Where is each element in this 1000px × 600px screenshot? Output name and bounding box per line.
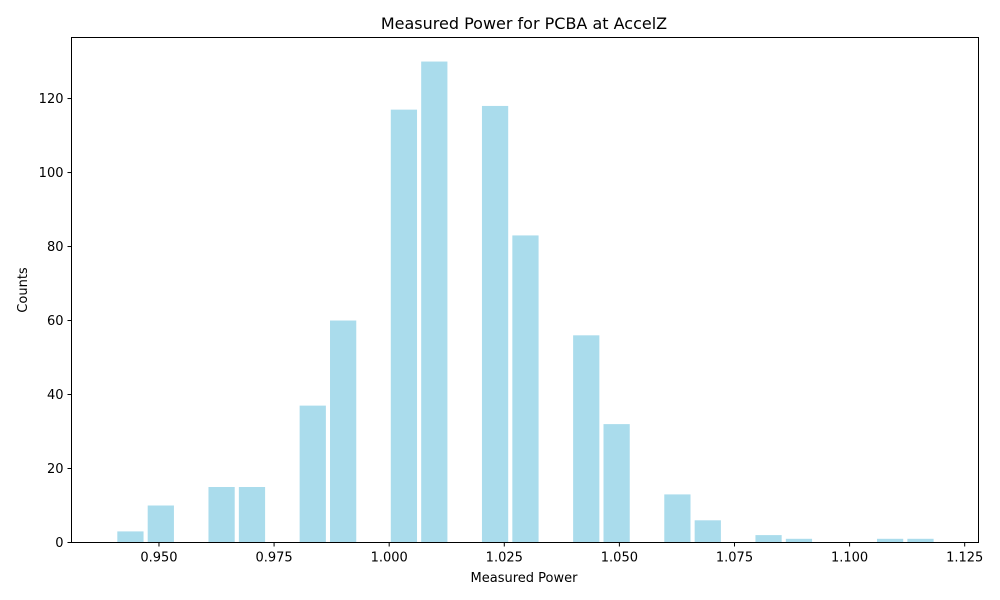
bar bbox=[147, 505, 174, 543]
x-tick-label: 1.075 bbox=[716, 551, 753, 566]
y-axis-label: Counts bbox=[16, 267, 31, 313]
x-tick-label: 1.050 bbox=[601, 551, 638, 566]
y-tick-label: 80 bbox=[47, 240, 64, 255]
y-tick-label: 60 bbox=[47, 314, 64, 329]
bar bbox=[573, 335, 600, 543]
bar bbox=[785, 538, 813, 543]
x-tick-label: 1.000 bbox=[371, 551, 408, 566]
y-axis: 0 20 40 60 80 100 120 bbox=[39, 92, 72, 551]
x-tick-label: 1.125 bbox=[946, 551, 983, 566]
plot-frame bbox=[71, 37, 979, 543]
bar bbox=[907, 538, 934, 543]
chart-title: Measured Power for PCBA at AccelZ bbox=[381, 14, 667, 33]
bar bbox=[512, 235, 539, 543]
y-tick-label: 0 bbox=[55, 536, 63, 551]
bar bbox=[238, 487, 266, 543]
bar bbox=[117, 531, 144, 543]
x-tick-label: 0.975 bbox=[255, 551, 292, 566]
bar bbox=[755, 535, 782, 543]
bar bbox=[876, 538, 904, 543]
x-tick-label: 1.025 bbox=[486, 551, 523, 566]
bar bbox=[694, 520, 721, 543]
x-axis-label: Measured Power bbox=[471, 571, 579, 586]
bars-group bbox=[117, 61, 934, 543]
bar bbox=[208, 487, 235, 543]
y-tick-label: 20 bbox=[47, 462, 64, 477]
bar bbox=[664, 494, 691, 543]
y-tick-label: 40 bbox=[47, 388, 64, 403]
x-tick-label: 0.950 bbox=[140, 551, 177, 566]
bar bbox=[481, 105, 509, 543]
x-tick-label: 1.100 bbox=[831, 551, 868, 566]
bar bbox=[421, 61, 448, 543]
y-tick-label: 100 bbox=[39, 166, 64, 181]
bar bbox=[390, 109, 418, 543]
x-axis: 0.950 0.975 1.000 1.025 1.050 1.075 1.100 1.125 bbox=[140, 542, 983, 566]
bar bbox=[603, 424, 630, 543]
y-tick-label: 120 bbox=[39, 92, 64, 107]
bar bbox=[299, 405, 326, 543]
bar bbox=[330, 320, 357, 543]
